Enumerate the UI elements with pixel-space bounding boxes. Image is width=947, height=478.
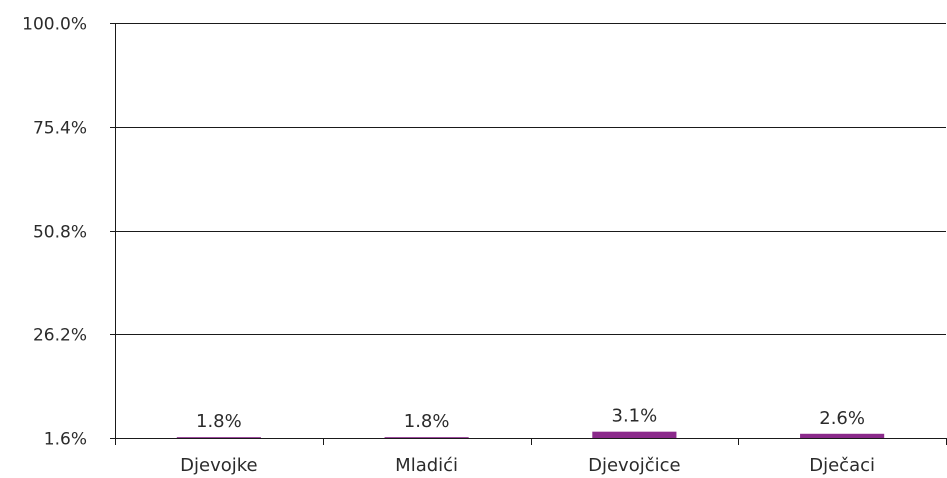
data-label-0: 1.8% (196, 411, 242, 432)
bar-2 (592, 431, 677, 438)
x-tick-label-0: Djevojke (180, 455, 257, 476)
data-label-1: 1.8% (404, 411, 450, 432)
y-tick-label-3: 75.4% (33, 119, 87, 139)
y-tick-labels: 1.6% 26.2% 50.8% 75.4% 100.0% (22, 15, 87, 450)
y-tick-label-4: 100.0% (22, 15, 87, 35)
bar-0 (176, 437, 261, 438)
gridlines (115, 23, 946, 439)
data-label-2: 3.1% (612, 406, 658, 427)
data-labels: 1.8% 1.8% 3.1% 2.6% (196, 406, 865, 432)
x-tick-label-3: Dječaci (809, 455, 875, 476)
x-tick-label-1: Mladići (395, 455, 458, 476)
y-tick-label-2: 50.8% (33, 223, 87, 243)
axes (110, 23, 947, 445)
x-tick-label-2: Djevojčice (588, 455, 680, 476)
y-tick-label-0: 1.6% (44, 430, 87, 450)
y-tick-label-1: 26.2% (33, 326, 87, 346)
bar-1 (384, 437, 469, 438)
bars (176, 431, 885, 438)
data-label-3: 2.6% (819, 408, 865, 429)
x-tick-labels: Djevojke Mladići Djevojčice Dječaci (180, 455, 875, 476)
bar-3 (800, 433, 885, 438)
